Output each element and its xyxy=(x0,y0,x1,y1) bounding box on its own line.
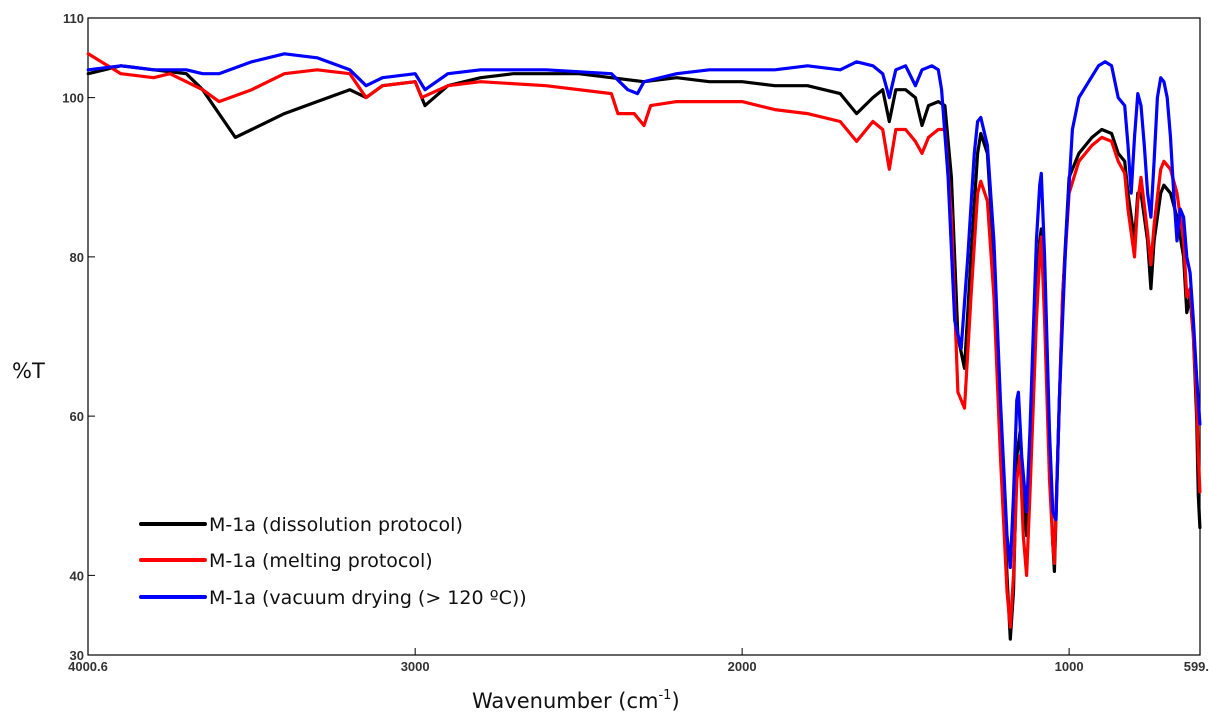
x-axis-title: Wavenumber (cm-1) xyxy=(472,688,680,713)
x-axis-title-close: ) xyxy=(671,689,679,713)
y-tick-label: 80 xyxy=(70,250,84,265)
y-axis-title: %T xyxy=(12,359,45,383)
plot-frame xyxy=(87,17,1201,656)
y-tick-label: 40 xyxy=(70,568,84,583)
x-axis-title-superscript: -1 xyxy=(658,688,671,703)
series-line-2 xyxy=(86,52,1202,569)
plot-axes xyxy=(87,17,1201,656)
series-group xyxy=(86,52,1202,641)
y-tick-label: 30 xyxy=(70,648,84,663)
legend-label-series-1: M-1a (melting protocol) xyxy=(209,550,433,572)
x-tick-label: 599.7 xyxy=(1184,659,1209,674)
x-tick-label: 4000.6 xyxy=(68,659,108,674)
x-axis-title-main: Wavenumber (cm xyxy=(472,689,658,713)
legend-label-series-2: M-1a (vacuum drying (> 120 ºC)) xyxy=(209,587,527,609)
y-tick-label: 60 xyxy=(70,409,84,424)
series-line-1 xyxy=(86,52,1202,629)
x-tick-label: 1000 xyxy=(1055,659,1084,674)
x-tick-label: 3000 xyxy=(401,659,430,674)
y-tick-label: 100 xyxy=(62,91,84,106)
legend-label-series-0: M-1a (dissolution protocol) xyxy=(209,514,463,536)
x-tick-label: 2000 xyxy=(728,659,757,674)
y-tick-label: 110 xyxy=(63,11,84,26)
legend: M-1a (dissolution protocol) M-1a (meltin… xyxy=(139,514,527,609)
